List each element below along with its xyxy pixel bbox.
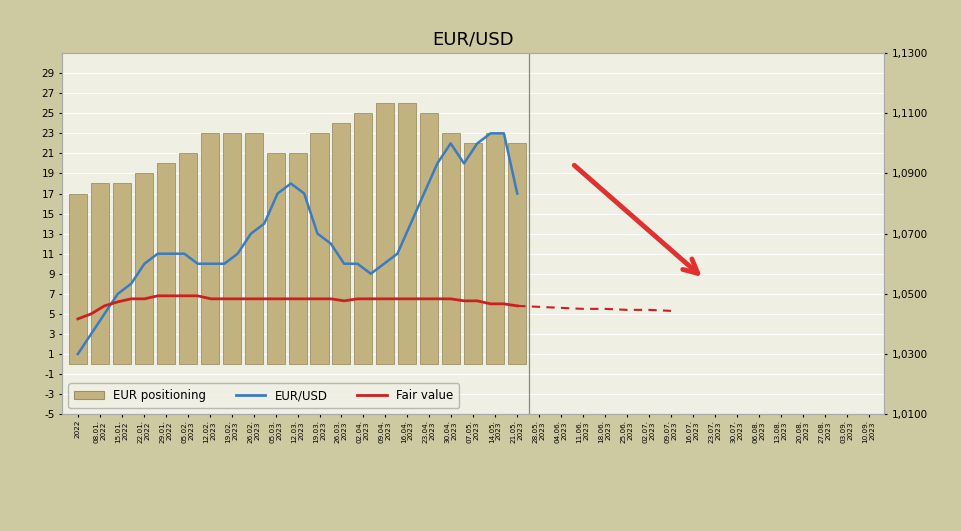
Bar — [310, 133, 329, 364]
Title: EUR/USD: EUR/USD — [432, 31, 514, 49]
Bar — [355, 113, 373, 364]
Bar — [157, 164, 175, 364]
Bar — [112, 184, 131, 364]
Bar — [201, 133, 219, 364]
Bar — [223, 133, 240, 364]
Bar — [90, 184, 109, 364]
Bar — [179, 153, 197, 364]
Bar — [464, 143, 482, 364]
Bar — [266, 153, 284, 364]
Bar — [333, 123, 351, 364]
Bar — [442, 133, 460, 364]
Bar — [69, 193, 86, 364]
Bar — [377, 103, 394, 364]
Bar — [288, 153, 307, 364]
Bar — [245, 133, 262, 364]
Bar — [135, 174, 153, 364]
Legend: EUR positioning, EUR/USD, Fair value: EUR positioning, EUR/USD, Fair value — [68, 383, 459, 408]
Bar — [508, 143, 527, 364]
Bar — [486, 133, 505, 364]
Bar — [399, 103, 416, 364]
Bar — [420, 113, 438, 364]
